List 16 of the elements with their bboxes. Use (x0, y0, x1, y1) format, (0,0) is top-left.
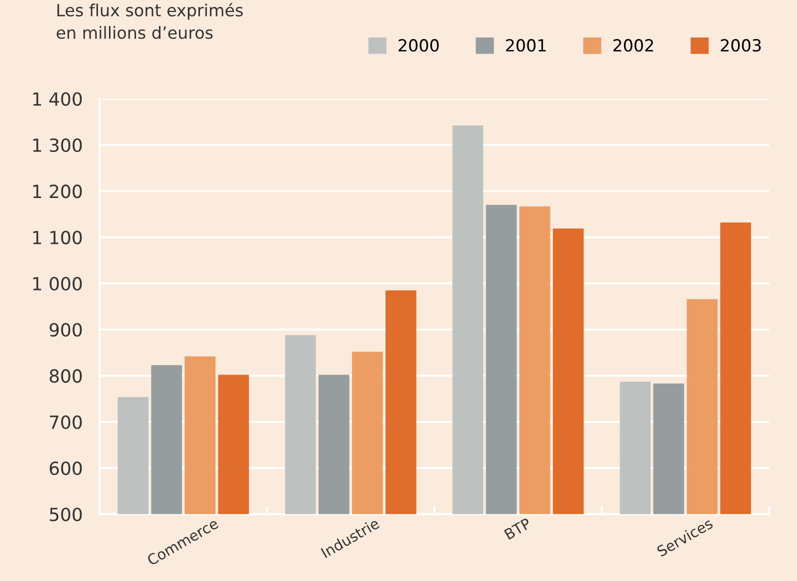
legend-label: 2000 (398, 39, 439, 52)
y-tick-label: 500 (50, 508, 82, 522)
y-tick-label: 600 (50, 461, 82, 476)
chart-title: Les flux sont exprimés en millions d’euros (56, 2, 243, 39)
legend-label: 2003 (720, 39, 761, 52)
y-tick-label: 900 (50, 323, 82, 337)
legend-label: 2002 (613, 39, 653, 52)
y-tick-label: 1 200 (33, 184, 82, 198)
y-tick-label: 1 400 (33, 92, 82, 106)
y-tick-label: 800 (50, 369, 82, 383)
y-tick-label: 1 300 (33, 138, 82, 152)
y-tick-label: 700 (50, 415, 82, 429)
legend-label: 2001 (506, 39, 546, 52)
y-tick-label: 1 000 (33, 276, 82, 291)
x-tick-label: BTP (504, 518, 532, 540)
y-tick-label: 1 100 (33, 230, 82, 244)
